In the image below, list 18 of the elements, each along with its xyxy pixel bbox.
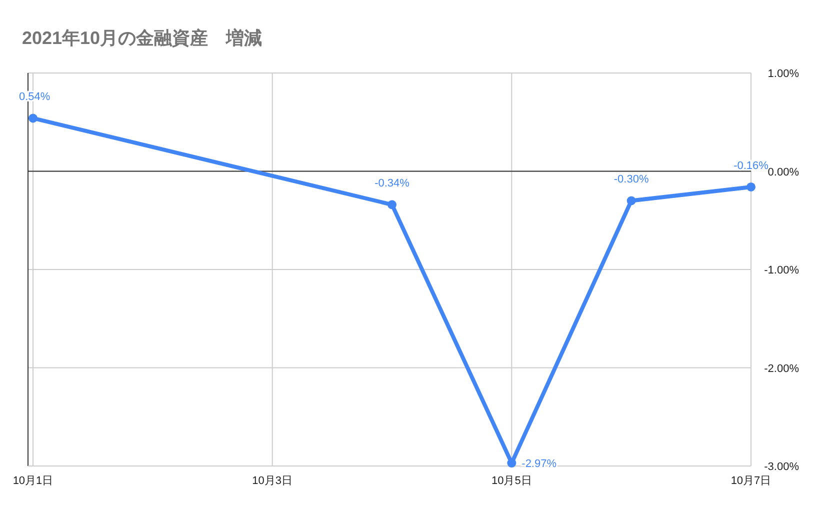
point [626,196,636,206]
y-tick-label: -3.00% [764,461,800,473]
y-tick-label: 1.00% [768,68,800,80]
data-label: -0.16% [734,160,769,172]
point [388,200,396,210]
data-label: -0.34% [374,178,410,190]
x-tick-label: 10月3日 [252,475,293,487]
y-tick-label: 0.00% [768,166,800,178]
x-tick-label: 10月7日 [730,475,772,487]
x-tick-label: 10月1日 [12,475,54,487]
data-label: -2.97% [522,458,557,470]
y-tick-label: -1.00% [764,264,800,276]
x-tick-label: 10月5日 [491,475,532,487]
y-tick-label: -2.00% [764,362,800,375]
data-label: -0.30% [614,174,649,186]
point [28,114,38,123]
point [746,182,756,192]
chart-title: 2021年10月の金融資産 増減 [22,27,262,48]
